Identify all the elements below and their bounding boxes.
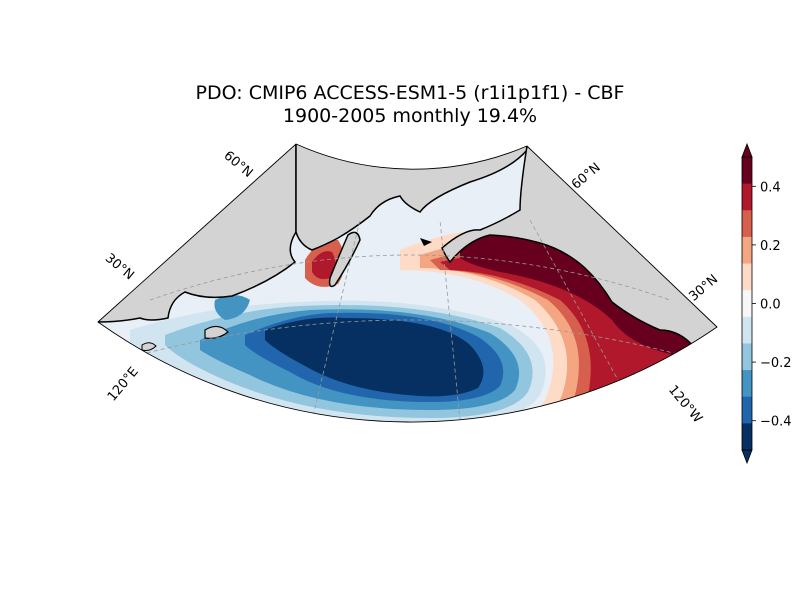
colorbar-tick-label: 0.4 bbox=[760, 180, 781, 195]
colorbar-swatch bbox=[742, 316, 752, 344]
okhotsk-warm-core bbox=[312, 251, 336, 280]
japan-islands bbox=[204, 325, 229, 339]
colorbar-swatch bbox=[742, 370, 752, 398]
taiwan-island bbox=[141, 342, 157, 351]
map-title: PDO: CMIP6 ACCESS-ESM1-5 (r1i1p1f1) - CB… bbox=[195, 82, 625, 104]
colorbar-tick-label: −0.2 bbox=[760, 356, 792, 371]
cold-core bbox=[265, 317, 484, 397]
kamchatka-peninsula bbox=[328, 231, 361, 288]
colorbar-swatch bbox=[742, 343, 752, 371]
colorbar-extend-max bbox=[741, 142, 753, 158]
colorbar-tick-label: 0.0 bbox=[760, 298, 781, 313]
lat-label-60n-right: 60°N bbox=[569, 160, 604, 193]
sea-of-japan-cold-patch bbox=[214, 295, 250, 320]
map-boundary bbox=[97, 143, 718, 423]
hawaii-islands bbox=[482, 442, 494, 448]
colorbar-swatch bbox=[742, 157, 752, 185]
north-america-landmass bbox=[441, 144, 717, 350]
lat-label-30n-right: 30°N bbox=[686, 272, 721, 305]
gridline-lon-150e bbox=[299, 219, 361, 423]
siberia-landmass bbox=[295, 144, 528, 251]
colorbar-swatch bbox=[742, 236, 752, 265]
colorbar-tick-label: −0.4 bbox=[760, 415, 792, 430]
south-warm-band bbox=[90, 430, 730, 470]
lon-label-120w: 120°W bbox=[665, 383, 705, 427]
lon-label-120e: 120°E bbox=[105, 365, 142, 405]
map-subtitle: 1900-2005 monthly 19.4% bbox=[282, 105, 538, 127]
colorbar-swatch bbox=[742, 423, 752, 451]
lat-label-60n-left: 60°N bbox=[221, 148, 256, 181]
colorbar-swatch bbox=[742, 210, 752, 238]
colorbar: 0.4 0.2 0.0 −0.2 −0.4 bbox=[741, 142, 792, 465]
aleutian-islands bbox=[420, 238, 432, 246]
colorbar-tick-label: 0.2 bbox=[760, 239, 781, 254]
colorbar-swatch bbox=[742, 263, 752, 291]
colorbar-swatch bbox=[742, 183, 752, 211]
colorbar-extend-min bbox=[741, 449, 753, 465]
lat-label-30n-left: 30°N bbox=[102, 251, 137, 284]
colorbar-swatch bbox=[742, 396, 752, 424]
colorbar-swatch bbox=[742, 290, 752, 318]
pdo-pattern bbox=[90, 144, 730, 470]
